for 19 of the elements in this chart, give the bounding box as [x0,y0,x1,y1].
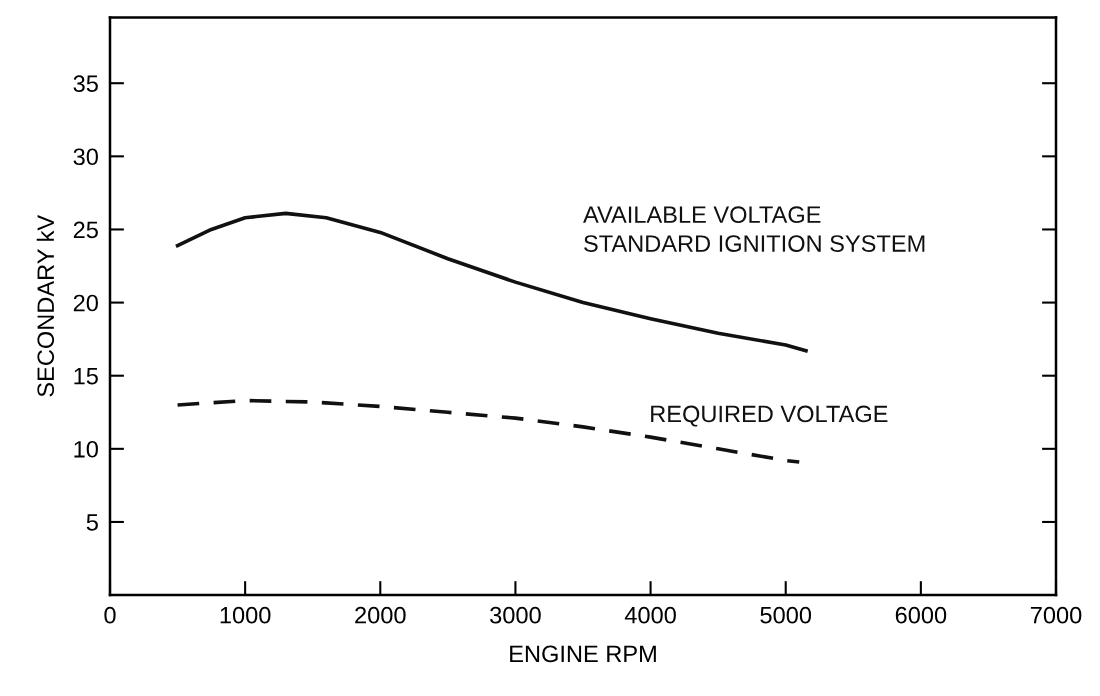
x-tick-label: 7000 [1030,606,1082,624]
y-tick-label: 10 [74,440,98,458]
y-axis-title: SECONDARY kV [36,214,55,397]
x-tick-label: 4000 [624,606,676,624]
y-tick-label: 25 [73,221,98,239]
y-tick-label: 35 [73,75,98,92]
y-tick-label: 20 [73,294,98,312]
y-tick-label: 15 [74,368,98,385]
x-axis-title: ENGINE RPM [510,645,656,663]
x-tick-label: 2000 [355,606,406,624]
x-tick-label: 5000 [760,606,812,624]
y-tick-label: 5 [86,514,98,531]
x-tick-label: 6000 [895,606,947,624]
x-tick-label: 3000 [490,606,541,624]
x-tick-label: 0 [104,606,116,624]
y-tick-label: 30 [73,148,98,166]
x-tick-label: 1000 [220,606,271,624]
series-label: REQUIRED VOLTAGE [651,405,888,427]
text: AVAILABLE VOLTAGE STANDARD IGNITION SYSTEM [583,206,925,252]
